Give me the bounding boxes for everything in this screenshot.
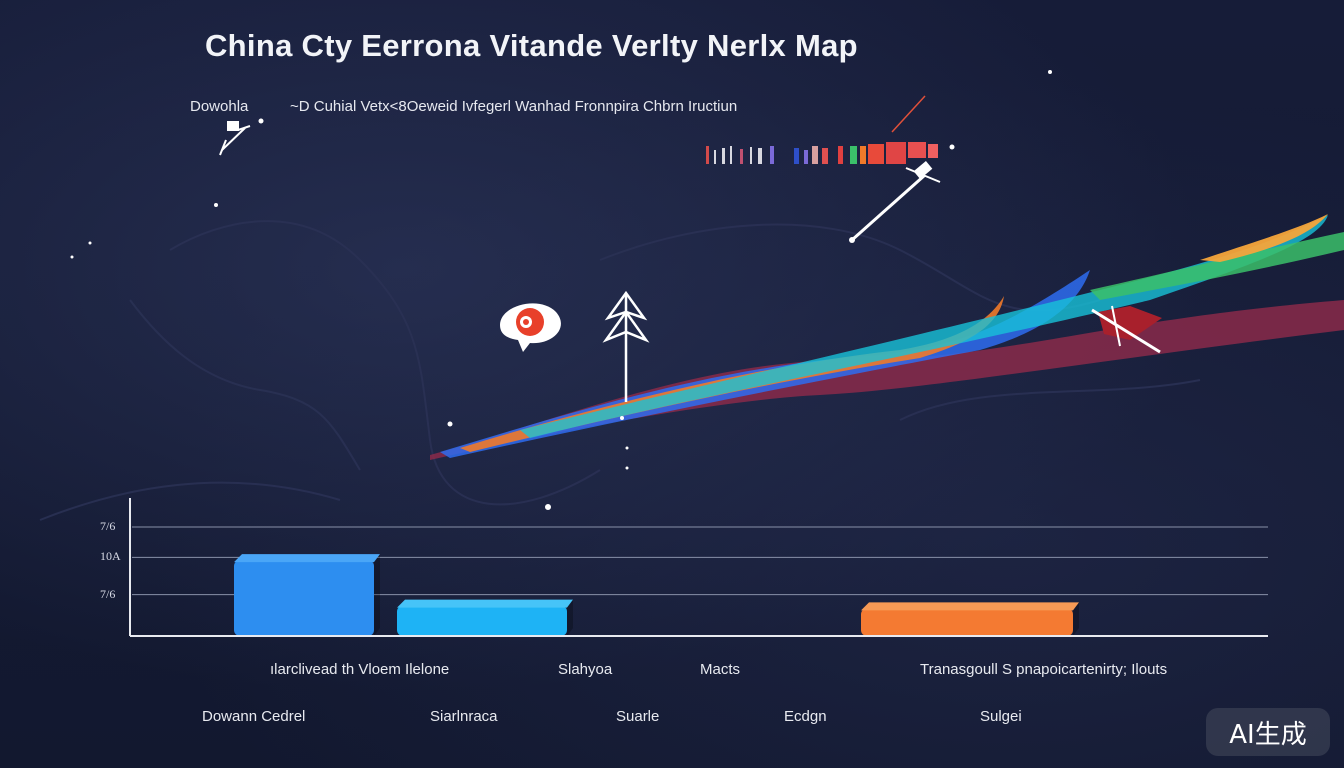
accent-slash bbox=[891, 95, 926, 133]
bar-top-face bbox=[861, 602, 1079, 611]
flag-icon bbox=[1091, 305, 1162, 354]
bar-top-face bbox=[397, 599, 573, 608]
bar bbox=[234, 554, 380, 636]
subtitle-right: ~D Cuhial Vetx<8Oeweid Ivfegerl Wanhad F… bbox=[290, 98, 738, 115]
ai-watermark-badge: AI生成 bbox=[1206, 708, 1330, 756]
subtitle-left: Dowohla bbox=[190, 98, 249, 115]
color-strip bbox=[706, 142, 938, 164]
bar-front bbox=[861, 608, 1073, 636]
bottom-label: Sulgei bbox=[980, 708, 1022, 725]
bottom-label: Dowann Cedrel bbox=[202, 708, 306, 725]
x-category-label: ılarclivead th Vloem Ilelone bbox=[270, 661, 450, 678]
bar-top-face bbox=[234, 554, 380, 563]
y-tick-label: 7/6 bbox=[100, 586, 116, 601]
x-category-label: Tranasgoull S pnapoicartenirty; Ilouts bbox=[920, 661, 1168, 678]
bottom-label: Siarlnraca bbox=[430, 708, 498, 725]
map-silhouette bbox=[39, 220, 1201, 521]
star-dots bbox=[70, 70, 1052, 510]
bar-side-face bbox=[1073, 602, 1079, 636]
y-tick-label: 10A bbox=[100, 549, 121, 564]
satellite-trail-icon bbox=[849, 161, 941, 243]
bottom-label: Ecdgn bbox=[784, 708, 827, 725]
chart-title: China Cty Eerrona Vitande Verlty Nerlx M… bbox=[205, 28, 858, 63]
x-category-label: Macts bbox=[700, 661, 741, 678]
y-tick-label: 7/6 bbox=[100, 518, 116, 533]
bar-side-face bbox=[567, 599, 573, 636]
bar-group bbox=[234, 554, 1079, 636]
bar-side-face bbox=[374, 554, 380, 636]
tree-icon bbox=[602, 290, 650, 402]
bar bbox=[861, 602, 1079, 636]
flow-ribbon bbox=[430, 214, 1344, 460]
map-pin-badge-icon bbox=[500, 303, 561, 352]
bar bbox=[397, 599, 573, 636]
bar-front bbox=[234, 560, 374, 636]
x-category-label: Slahyoa bbox=[558, 661, 613, 678]
bottom-label: Suarle bbox=[616, 708, 660, 725]
bar-front bbox=[397, 605, 567, 636]
satellite-icon bbox=[219, 121, 251, 156]
